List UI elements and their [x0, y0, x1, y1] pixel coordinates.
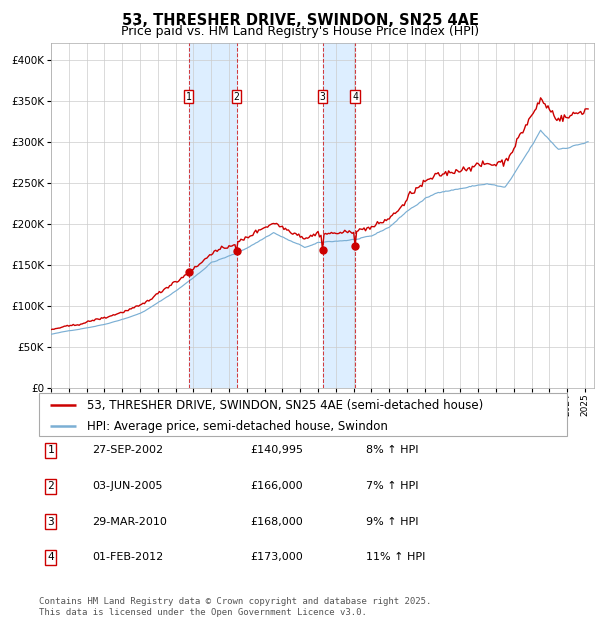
Bar	[189, 43, 236, 388]
Text: 29-MAR-2010: 29-MAR-2010	[92, 517, 167, 527]
Text: 27-SEP-2002: 27-SEP-2002	[92, 445, 163, 456]
Text: £140,995: £140,995	[250, 445, 303, 456]
Text: Contains HM Land Registry data © Crown copyright and database right 2025.
This d: Contains HM Land Registry data © Crown c…	[39, 598, 431, 617]
Text: 03-JUN-2005: 03-JUN-2005	[92, 481, 162, 491]
Text: 1: 1	[186, 92, 192, 102]
Text: 9% ↑ HPI: 9% ↑ HPI	[367, 517, 419, 527]
Text: 4: 4	[47, 552, 54, 562]
Text: 7% ↑ HPI: 7% ↑ HPI	[367, 481, 419, 491]
Bar	[323, 43, 355, 388]
Text: £168,000: £168,000	[250, 517, 303, 527]
Text: 8% ↑ HPI: 8% ↑ HPI	[367, 445, 419, 456]
Text: 01-FEB-2012: 01-FEB-2012	[92, 552, 163, 562]
Text: 3: 3	[320, 92, 325, 102]
Text: 2: 2	[233, 92, 239, 102]
Text: 2: 2	[47, 481, 54, 491]
Text: 1: 1	[47, 445, 54, 456]
Text: 53, THRESHER DRIVE, SWINDON, SN25 4AE (semi-detached house): 53, THRESHER DRIVE, SWINDON, SN25 4AE (s…	[86, 399, 483, 412]
Text: 3: 3	[47, 517, 54, 527]
Text: 4: 4	[352, 92, 358, 102]
Text: Price paid vs. HM Land Registry's House Price Index (HPI): Price paid vs. HM Land Registry's House …	[121, 25, 479, 38]
FancyBboxPatch shape	[39, 393, 567, 436]
Text: £173,000: £173,000	[250, 552, 303, 562]
Text: 53, THRESHER DRIVE, SWINDON, SN25 4AE: 53, THRESHER DRIVE, SWINDON, SN25 4AE	[121, 13, 479, 29]
Text: HPI: Average price, semi-detached house, Swindon: HPI: Average price, semi-detached house,…	[86, 420, 388, 433]
Text: £166,000: £166,000	[250, 481, 303, 491]
Text: 11% ↑ HPI: 11% ↑ HPI	[367, 552, 426, 562]
